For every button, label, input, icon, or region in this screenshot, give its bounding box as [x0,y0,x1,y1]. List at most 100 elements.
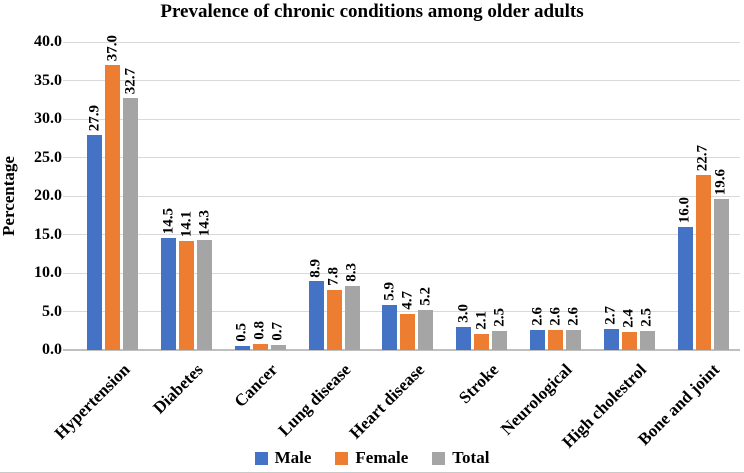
y-tick-label: 0.0 [42,341,62,358]
bar-value-label: 16.0 [676,196,693,223]
x-label-heart-disease: Heart disease [345,360,429,443]
y-tick-mark [63,157,76,158]
bar-value-label: 8.9 [307,258,324,278]
bar-female-cancer: 0.8 [252,321,268,350]
bar-value-label: 37.0 [104,34,121,62]
bar-value-label: 7.8 [325,267,342,286]
gridline [76,311,740,312]
bar-value-label: 27.9 [86,104,103,132]
bar-male-diabetes: 14.5 [160,208,177,350]
bar-total-neurological: 2.6 [565,307,582,350]
bar-male-high-cholestrol: 2.7 [603,306,619,350]
bar-value-label: 2.5 [491,308,508,327]
y-tick-label: 5.0 [42,302,62,320]
y-tick-label: 40.0 [34,33,62,50]
bar-value-label: 2.5 [638,308,655,327]
bar-male-cancer: 0.5 [234,323,250,350]
x-label-diabetes: Diabetes [149,360,208,418]
bar-value-label: 2.6 [529,307,546,326]
bar-female-bone-and-joint: 22.7 [695,145,711,350]
x-axis-line [63,349,740,351]
legend: Male Female Total [0,448,744,468]
gridline [76,157,740,158]
bar-female-high-cholestrol: 2.4 [621,309,637,350]
gridline [76,41,740,43]
bar-group-high-cholestrol: 2.7 2.4 2.5 [592,42,666,350]
bar-group-diabetes: 14.5 14.1 14.3 [150,42,224,350]
bar-female-lung-disease: 7.8 [326,267,342,350]
bar-total-stroke: 2.5 [491,308,508,350]
legend-item-female: Female [335,448,408,468]
x-label-stroke: Stroke [454,360,503,408]
bar-total-bone-and-joint: 19.6 [713,169,729,350]
gridline [76,118,740,120]
bar-value-label: 2.4 [620,308,637,328]
y-tick-label: 20.0 [34,187,62,204]
bar-value-label: 32.7 [122,67,139,95]
x-label-hypertension: Hypertension [50,360,134,443]
bar-group-bone-and-joint: 16.0 22.7 19.6 [666,42,740,350]
bar-group-heart-disease: 5.9 4.7 5.2 [371,42,445,350]
bar-female-heart-disease: 4.7 [399,291,416,350]
x-label-neurological: Neurological [497,360,576,439]
legend-swatch-female [335,451,349,465]
bar-female-neurological: 2.6 [547,307,564,350]
bar-value-label: 5.2 [417,287,434,306]
bar-total-high-cholestrol: 2.5 [639,308,655,350]
bar-female-diabetes: 14.1 [178,211,195,350]
bar-value-label: 5.9 [381,281,398,301]
bar-male-heart-disease: 5.9 [381,282,398,350]
bar-total-diabetes: 14.3 [196,210,213,350]
y-tick-mark [63,272,76,274]
bar-value-label: 0.7 [269,321,286,341]
bar-total-lung-disease: 8.3 [344,263,360,350]
gridline [76,80,740,81]
bar-value-label: 8.3 [343,263,360,283]
y-tick-label: 30.0 [34,110,62,127]
bar-value-label: 14.5 [160,208,177,235]
bar-value-label: 4.7 [399,291,416,310]
y-tick-mark [63,195,76,197]
bar-value-label: 2.6 [565,307,582,326]
bar-male-stroke: 3.0 [455,304,472,350]
bar-total-cancer: 0.7 [270,322,286,350]
bar-group-cancer: 0.5 0.8 0.7 [224,42,298,350]
x-label-lung-disease: Lung disease [274,360,355,440]
bar-value-label: 14.3 [196,209,213,236]
legend-item-male: Male [254,448,311,468]
bar-group-lung-disease: 8.9 7.8 8.3 [297,42,371,350]
x-label-cancer: Cancer [230,360,281,411]
y-tick-mark [63,80,76,81]
bar-value-label: 19.6 [712,168,729,196]
bar-value-label: 14.1 [178,211,195,238]
y-tick-mark [63,311,76,312]
bar-group-stroke: 3.0 2.1 2.5 [445,42,519,350]
y-tick-mark [63,234,76,235]
y-tick-label: 35.0 [34,71,62,89]
bar-total-hypertension: 32.7 [122,68,139,350]
bar-value-label: 3.0 [455,304,472,323]
y-tick-label: 15.0 [34,225,62,243]
y-tick-mark [63,41,76,43]
bar-value-label: 0.8 [251,321,268,340]
chart-title: Prevalence of chronic conditions among o… [160,1,584,22]
legend-item-total: Total [432,448,489,468]
y-tick-label: 25.0 [34,148,62,166]
bar-male-lung-disease: 8.9 [308,259,324,350]
legend-label: Female [355,448,409,467]
gridline [76,195,740,197]
bar-group-neurological: 2.6 2.6 2.6 [519,42,593,350]
bar-male-hypertension: 27.9 [86,105,103,350]
legend-label: Total [452,448,490,467]
legend-swatch-total [432,451,446,465]
bar-value-label: 22.7 [694,144,711,172]
bar-group-hypertension: 27.9 37.0 32.7 [76,35,150,350]
y-tick-mark [63,118,76,120]
bar-male-neurological: 2.6 [529,307,546,350]
bar-female-stroke: 2.1 [473,311,490,350]
bar-value-label: 2.7 [602,306,619,326]
gridline [76,272,740,274]
legend-swatch-male [254,451,268,465]
gridline [76,234,740,235]
